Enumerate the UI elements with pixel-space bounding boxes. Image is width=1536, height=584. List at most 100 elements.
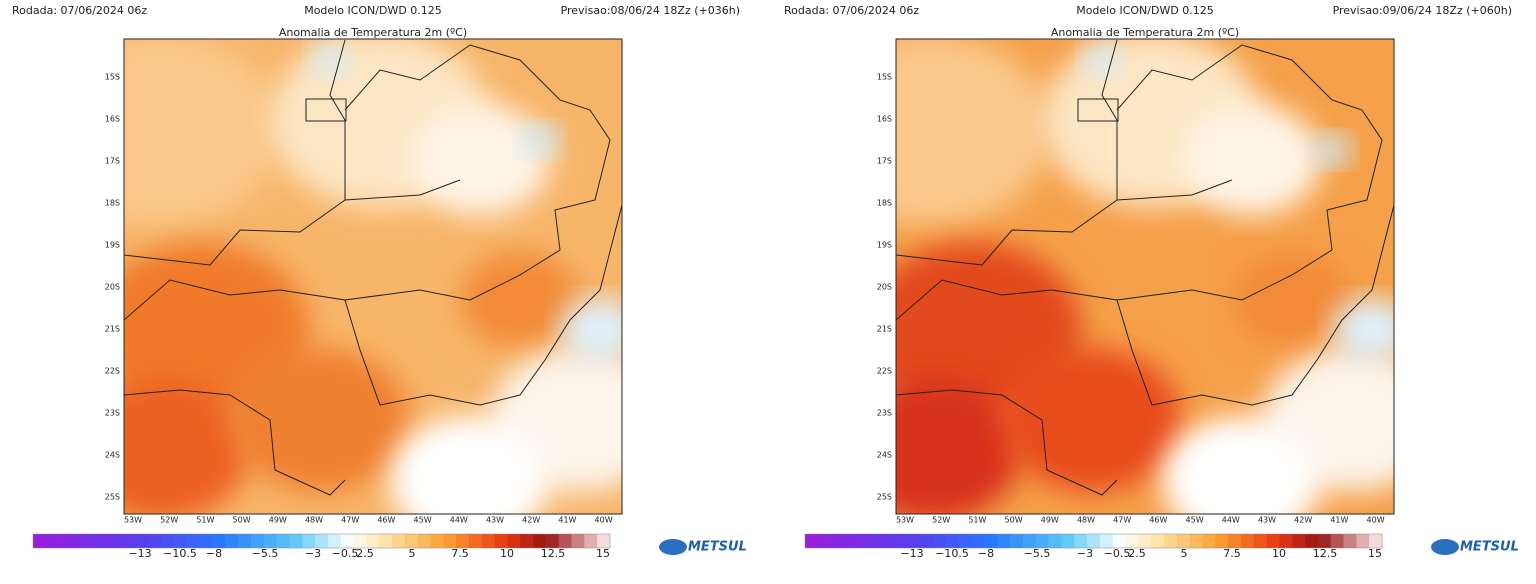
lat-label: 25S <box>105 493 120 502</box>
lat-label: 18S <box>105 199 120 208</box>
lon-label: 49W <box>1041 516 1059 525</box>
logo-text: METSUL <box>688 540 747 555</box>
anomaly-area <box>1182 104 1322 216</box>
colorbar-cell <box>507 534 521 548</box>
colorbar-cell <box>1356 534 1370 548</box>
colorbar-cell <box>907 534 921 548</box>
colorbar-cell <box>881 534 896 548</box>
colorbar-cell <box>58 534 72 548</box>
colorbar-cell <box>71 534 85 548</box>
colorbar-label: 2.5 <box>1128 547 1146 560</box>
lon-label: 48W <box>1077 516 1095 525</box>
anomaly-area <box>520 124 560 156</box>
colorbar-cell <box>1266 534 1280 548</box>
colorbar-cell <box>199 534 213 548</box>
lon-label: 52W <box>160 516 178 525</box>
lon-label: 45W <box>414 516 432 525</box>
colorbar-label: 10 <box>500 547 514 560</box>
colorbar-cell <box>545 534 560 548</box>
lat-label: 22S <box>105 367 120 376</box>
colorbar-cell <box>894 534 908 548</box>
lat-label: 19S <box>877 241 892 250</box>
colorbar-label: −3 <box>1077 547 1093 560</box>
colorbar-cell <box>997 534 1011 548</box>
lon-label: 53W <box>896 516 914 525</box>
anomaly-area <box>1312 134 1352 166</box>
colorbar-cell <box>984 534 998 548</box>
lon-label: 47W <box>1113 516 1131 525</box>
colorbar-cell <box>856 534 870 548</box>
lat-label: 24S <box>105 451 120 460</box>
lon-label: 50W <box>233 516 251 525</box>
colorbar-cell <box>1074 534 1088 548</box>
lon-label: 44W <box>450 516 468 525</box>
colorbar-cell <box>920 534 934 548</box>
colorbar-cell <box>148 534 162 548</box>
lon-label: 44W <box>1222 516 1240 525</box>
colorbar-cell <box>1343 534 1357 548</box>
lat-label: 17S <box>105 157 120 166</box>
anomaly-area <box>390 416 550 514</box>
lon-label: 41W <box>1330 516 1348 525</box>
model-label: Modelo ICON/DWD 0.125 <box>1076 4 1214 17</box>
lat-label: 21S <box>105 325 120 334</box>
colorbar-cell <box>1292 534 1306 548</box>
lat-label: 16S <box>877 115 892 124</box>
colorbar-cell <box>468 534 483 548</box>
colorbar-cell <box>830 534 844 548</box>
anomaly-area <box>1232 252 1352 348</box>
anomaly-area <box>1162 416 1322 514</box>
colorbar-label: 2.5 <box>356 547 374 560</box>
anomaly-area <box>896 378 1022 514</box>
state-border <box>896 39 1394 496</box>
anomaly-area <box>1332 298 1394 362</box>
colorbar-cell <box>1317 534 1332 548</box>
colorbar-label: −0.5 <box>332 547 359 560</box>
panel: Rodada: 07/06/2024 06z Modelo ICON/DWD 0.… <box>784 4 1519 560</box>
colorbar-cell <box>571 534 585 548</box>
colorbar-cell <box>584 534 598 548</box>
anomaly-area <box>124 378 250 514</box>
map <box>124 39 622 514</box>
colorbar-cell <box>1035 534 1049 548</box>
colorbar-cell <box>45 534 59 548</box>
colorbar-label: −3 <box>305 547 321 560</box>
colorbar-cell <box>135 534 149 548</box>
colorbar-cell <box>1369 534 1383 548</box>
state-border <box>124 39 622 496</box>
map-title: Anomalia de Temperatura 2m (ºC) <box>1051 26 1239 39</box>
colorbar-label: 12.5 <box>541 547 566 560</box>
colorbar-cell <box>1253 534 1267 548</box>
anomaly-area <box>896 39 1052 226</box>
lat-label: 19S <box>105 241 120 250</box>
colorbar-cell <box>597 534 611 548</box>
colorbar-cell <box>417 534 431 548</box>
lat-label: 20S <box>877 283 892 292</box>
colorbar-cell <box>289 534 303 548</box>
lon-label: 42W <box>1294 516 1312 525</box>
colorbar-frame <box>804 533 1383 549</box>
colorbar-cell <box>1164 534 1178 548</box>
colorbar-cell <box>1215 534 1229 548</box>
colorbar-cell <box>366 534 380 548</box>
lat-label: 22S <box>877 367 892 376</box>
colorbar-label: 12.5 <box>1313 547 1338 560</box>
lat-label: 17S <box>877 157 892 166</box>
lon-label: 47W <box>341 516 359 525</box>
colorbar-cell <box>392 534 406 548</box>
colorbar-cell <box>805 534 819 548</box>
lon-label: 41W <box>558 516 576 525</box>
colorbar-cell <box>174 534 188 548</box>
lat-label: 15S <box>105 73 120 82</box>
colorbar-cell <box>250 534 265 548</box>
colorbar-cell <box>33 534 47 548</box>
lon-label: 43W <box>486 516 504 525</box>
colorbar-cell <box>520 534 534 548</box>
colorbar-label: 15 <box>596 547 610 560</box>
map <box>896 39 1394 514</box>
lon-label: 46W <box>1149 516 1167 525</box>
colorbar-cell <box>212 534 226 548</box>
colorbar-cell <box>533 534 547 548</box>
colorbar-cell <box>1305 534 1319 548</box>
colorbar-cell <box>443 534 457 548</box>
